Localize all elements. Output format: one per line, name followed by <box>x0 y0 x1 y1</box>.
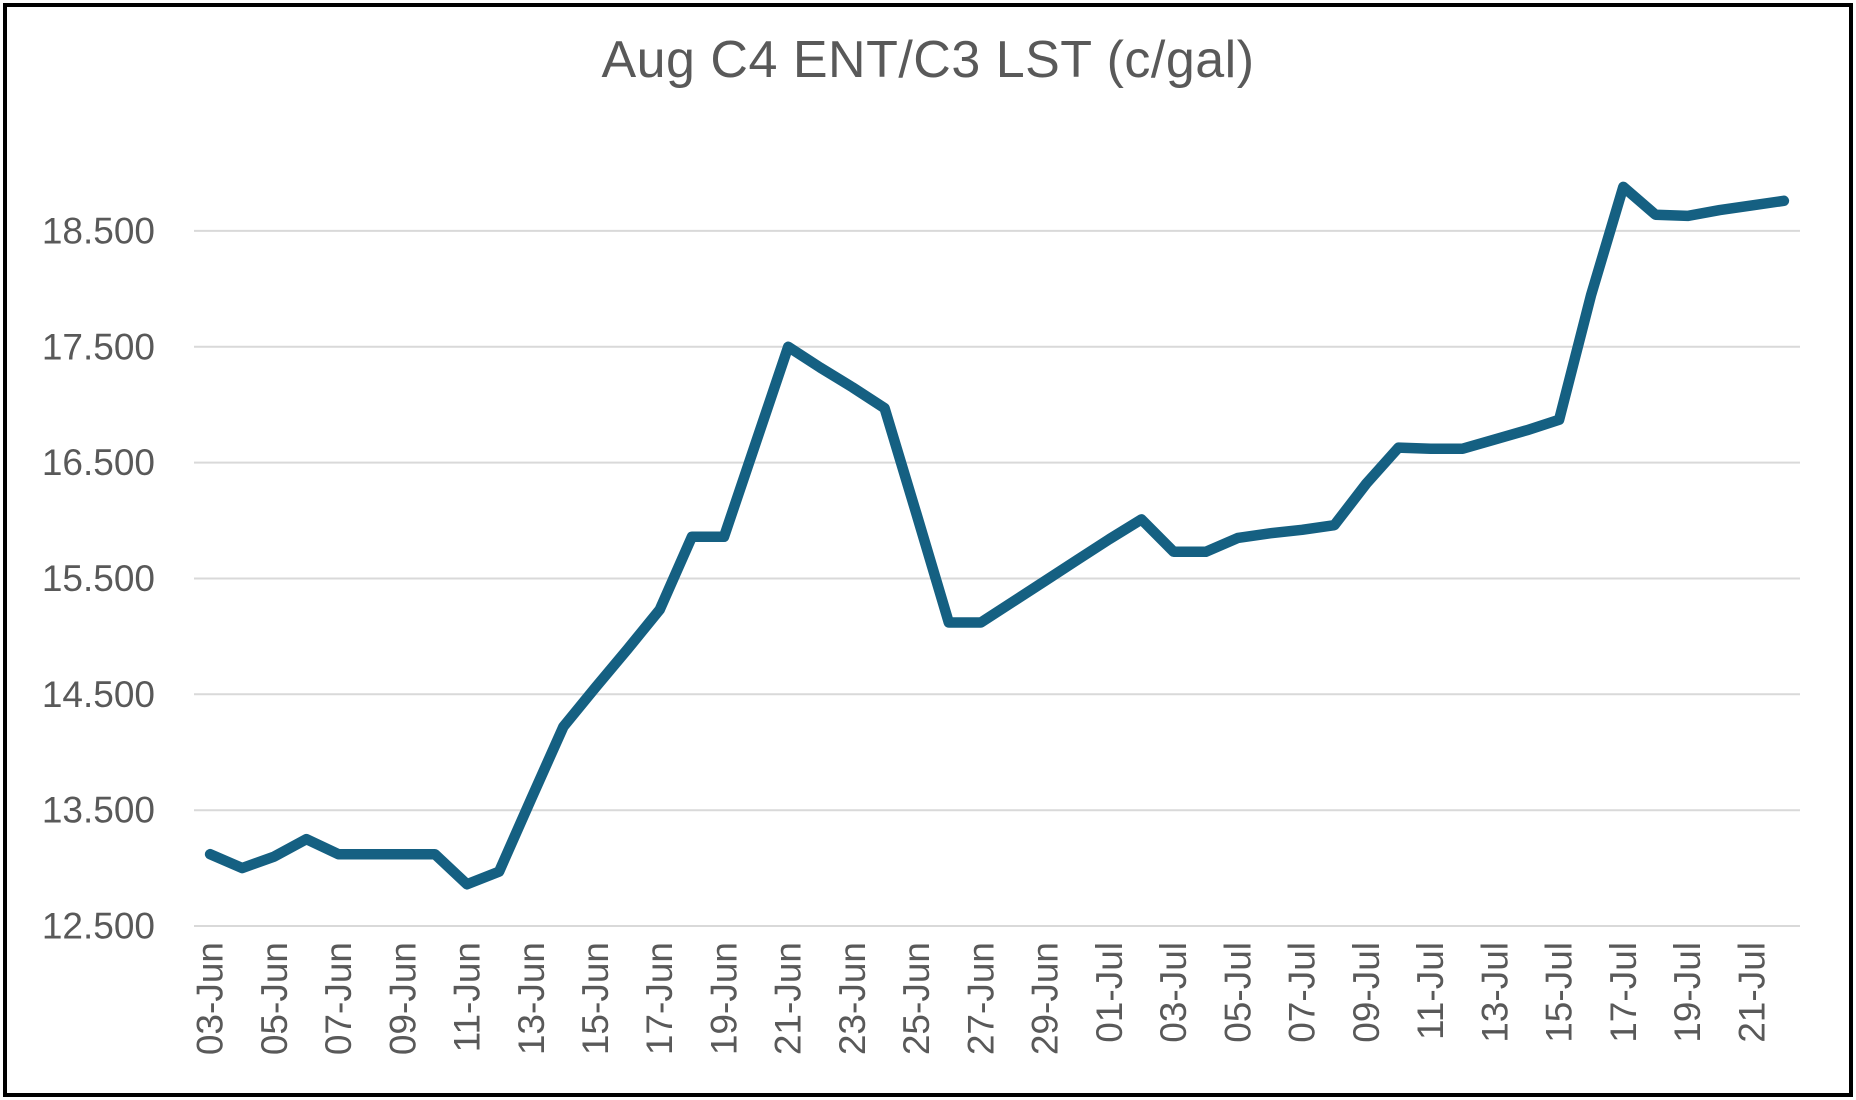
x-axis-label: 15-Jun <box>575 942 616 1055</box>
x-axis-label: 11-Jun <box>447 942 488 1052</box>
y-axis-label: 17.500 <box>42 326 155 367</box>
x-axis-label: 09-Jul <box>1346 942 1387 1043</box>
x-axis-label: 21-Jul <box>1731 942 1772 1043</box>
y-axis-label: 12.500 <box>42 906 155 947</box>
x-axis-label: 05-Jun <box>254 942 295 1055</box>
x-axis-label: 21-Jun <box>768 942 809 1055</box>
y-axis-label: 14.500 <box>42 674 155 715</box>
x-axis-label: 19-Jun <box>704 942 745 1055</box>
x-axis-label: 17-Jul <box>1603 942 1644 1043</box>
y-axis-label: 13.500 <box>42 790 155 831</box>
x-axis-label: 01-Jul <box>1089 942 1130 1043</box>
x-axis-label: 17-Jun <box>639 942 680 1055</box>
x-axis-label: 09-Jun <box>382 942 423 1055</box>
x-axis-label: 27-Jun <box>960 942 1001 1055</box>
x-axis-label: 13-Jun <box>511 942 552 1055</box>
x-axis-label: 11-Jul <box>1410 942 1451 1040</box>
x-axis-label: 19-Jul <box>1667 942 1708 1043</box>
y-axis-label: 15.500 <box>42 558 155 599</box>
y-axis-label: 18.500 <box>42 210 155 251</box>
x-axis-label: 03-Jul <box>1153 942 1194 1043</box>
x-axis-label: 25-Jun <box>896 942 937 1055</box>
x-axis-label: 05-Jul <box>1217 942 1258 1043</box>
x-axis-label: 23-Jun <box>832 942 873 1055</box>
series-line <box>204 181 1790 890</box>
chart-title: Aug C4 ENT/C3 LST (c/gal) <box>601 31 1255 89</box>
y-axis-label: 16.500 <box>42 442 155 483</box>
x-axis-label: 13-Jul <box>1474 942 1515 1043</box>
x-axis-label: 15-Jul <box>1539 942 1580 1043</box>
x-axis-label: 03-Jun <box>190 942 231 1055</box>
x-axis-label: 29-Jun <box>1025 942 1066 1055</box>
x-axis-label: 07-Jun <box>318 942 359 1055</box>
x-axis-label: 07-Jul <box>1282 942 1323 1043</box>
